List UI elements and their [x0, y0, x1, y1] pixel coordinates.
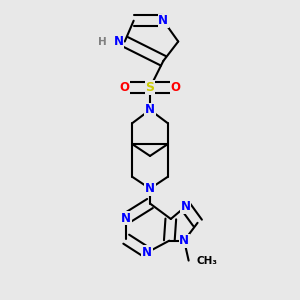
Text: H: H: [98, 37, 107, 46]
Text: N: N: [179, 234, 189, 247]
Text: O: O: [170, 81, 180, 94]
Text: N: N: [121, 212, 131, 225]
Text: N: N: [145, 103, 155, 116]
Text: N: N: [114, 35, 124, 48]
Text: CH₃: CH₃: [196, 256, 217, 266]
Text: N: N: [158, 14, 168, 27]
Text: S: S: [146, 81, 154, 94]
Text: N: N: [145, 182, 155, 195]
Text: N: N: [181, 200, 191, 213]
Text: O: O: [120, 81, 130, 94]
Text: N: N: [142, 246, 152, 259]
